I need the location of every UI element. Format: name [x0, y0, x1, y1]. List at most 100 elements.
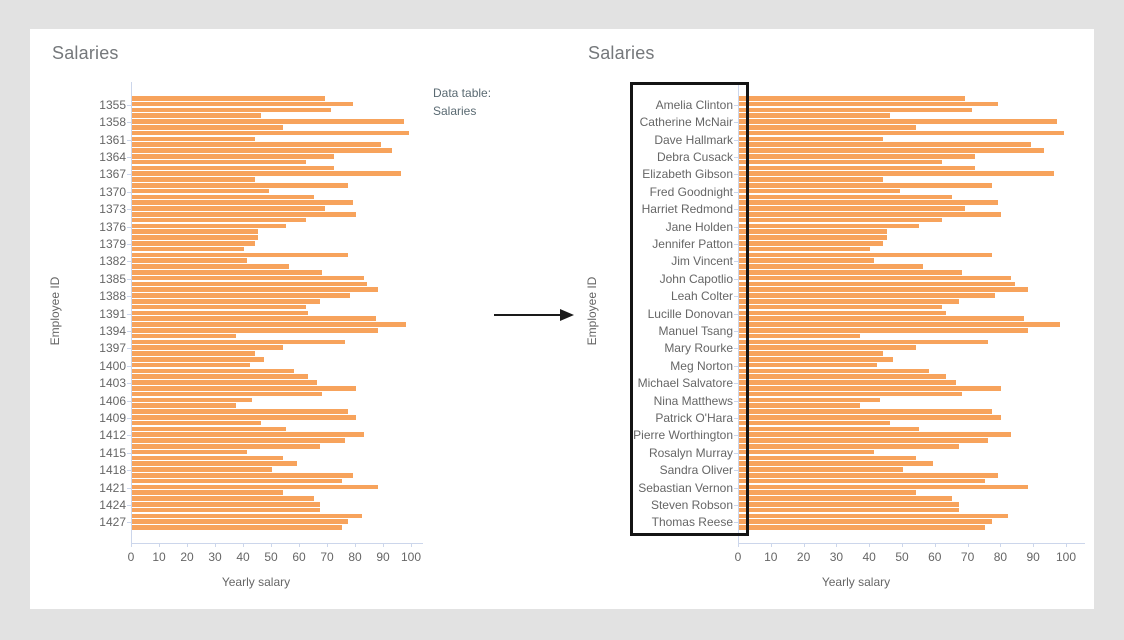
salary-bar[interactable]	[739, 438, 989, 443]
salary-bar[interactable]	[739, 194, 953, 200]
salary-bar[interactable]	[739, 287, 1028, 292]
salary-bar[interactable]	[739, 397, 880, 403]
salary-bar[interactable]	[132, 322, 407, 327]
salary-bar[interactable]	[739, 449, 874, 455]
salary-bar[interactable]	[739, 264, 923, 269]
salary-bar[interactable]	[132, 368, 295, 374]
salary-bar[interactable]	[739, 171, 1054, 176]
salary-bar[interactable]	[739, 461, 933, 466]
salary-bar[interactable]	[132, 264, 289, 269]
salary-bar[interactable]	[132, 513, 362, 519]
salary-bar[interactable]	[739, 513, 1008, 519]
salary-bar[interactable]	[739, 235, 887, 240]
salary-bar[interactable]	[132, 258, 247, 263]
salary-bar[interactable]	[132, 316, 376, 321]
salary-bar[interactable]	[132, 270, 323, 275]
salary-bar[interactable]	[132, 188, 270, 194]
salary-bar[interactable]	[739, 362, 877, 368]
salary-bar[interactable]	[739, 345, 917, 350]
salary-bar[interactable]	[132, 299, 320, 304]
salary-bar[interactable]	[739, 496, 953, 501]
salary-bar[interactable]	[132, 107, 331, 113]
salary-bar[interactable]	[132, 502, 320, 507]
salary-bar[interactable]	[739, 444, 959, 449]
salary-bar[interactable]	[132, 420, 261, 426]
salary-bar[interactable]	[739, 258, 874, 263]
salary-bar[interactable]	[739, 281, 1015, 287]
salary-bar[interactable]	[132, 409, 348, 414]
salary-bar[interactable]	[739, 299, 959, 304]
salary-bar[interactable]	[132, 473, 354, 478]
salary-bar[interactable]	[739, 275, 1012, 281]
salary-bar[interactable]	[739, 322, 1061, 327]
salary-bar[interactable]	[132, 461, 298, 466]
salary-bar[interactable]	[132, 223, 286, 229]
salary-bar[interactable]	[132, 252, 348, 258]
salary-bar[interactable]	[132, 438, 345, 443]
salary-bar[interactable]	[132, 386, 356, 391]
salary-bar[interactable]	[739, 420, 890, 426]
salary-bar[interactable]	[132, 362, 250, 368]
salary-bar[interactable]	[739, 484, 1028, 490]
salary-bar[interactable]	[132, 403, 236, 408]
salary-bar[interactable]	[739, 107, 972, 113]
salary-bar[interactable]	[132, 455, 284, 461]
salary-bar[interactable]	[132, 490, 284, 495]
salary-bar[interactable]	[739, 478, 985, 484]
salary-bar[interactable]	[739, 293, 995, 298]
salary-bar[interactable]	[739, 252, 992, 258]
salary-bar[interactable]	[739, 328, 1028, 333]
salary-bar[interactable]	[132, 246, 244, 252]
salary-bar[interactable]	[132, 229, 258, 234]
salary-bar[interactable]	[132, 212, 356, 217]
salary-bar[interactable]	[132, 287, 379, 292]
salary-bar[interactable]	[739, 386, 1002, 391]
salary-bar[interactable]	[739, 490, 917, 495]
salary-bar[interactable]	[132, 525, 342, 530]
salary-bar[interactable]	[132, 235, 258, 240]
salary-bar[interactable]	[739, 154, 976, 159]
salary-bar[interactable]	[739, 177, 884, 182]
salary-bar[interactable]	[739, 351, 884, 356]
salary-bar[interactable]	[132, 275, 365, 281]
salary-bar[interactable]	[739, 270, 962, 275]
salary-bar[interactable]	[132, 101, 354, 107]
salary-bar[interactable]	[739, 304, 943, 310]
salary-bar[interactable]	[132, 159, 306, 165]
salary-bar[interactable]	[132, 142, 382, 147]
salary-bar[interactable]	[132, 351, 256, 356]
salary-bar[interactable]	[739, 200, 999, 205]
salary-bar[interactable]	[132, 432, 365, 437]
salary-bar[interactable]	[132, 380, 317, 385]
salary-bar[interactable]	[132, 519, 348, 524]
salary-bar[interactable]	[739, 502, 959, 507]
salary-bar[interactable]	[132, 507, 320, 513]
salary-bar[interactable]	[739, 241, 884, 246]
salary-bar[interactable]	[739, 142, 1031, 147]
salary-bar[interactable]	[132, 345, 284, 350]
salary-bar[interactable]	[739, 148, 1044, 153]
salary-bar[interactable]	[739, 229, 887, 234]
salary-bar[interactable]	[739, 519, 992, 524]
salary-bar[interactable]	[132, 183, 348, 188]
salary-bar[interactable]	[132, 449, 247, 455]
salary-bar[interactable]	[132, 194, 314, 200]
salary-bar[interactable]	[739, 101, 999, 107]
salary-bar[interactable]	[132, 415, 356, 420]
salary-bar[interactable]	[739, 357, 894, 362]
salary-bar[interactable]	[132, 293, 351, 298]
salary-bar[interactable]	[739, 403, 861, 408]
salary-bar[interactable]	[132, 154, 334, 159]
salary-bar[interactable]	[132, 357, 264, 362]
salary-bar[interactable]	[739, 426, 920, 432]
salary-bar[interactable]	[132, 165, 334, 171]
salary-bar[interactable]	[739, 206, 966, 211]
salary-bar[interactable]	[132, 391, 323, 397]
salary-bar[interactable]	[739, 96, 966, 101]
salary-bar[interactable]	[739, 368, 930, 374]
salary-bar[interactable]	[132, 125, 284, 130]
salary-bar[interactable]	[739, 525, 985, 530]
salary-bar[interactable]	[132, 281, 368, 287]
salary-bar[interactable]	[132, 241, 256, 246]
salary-bar[interactable]	[739, 183, 992, 188]
